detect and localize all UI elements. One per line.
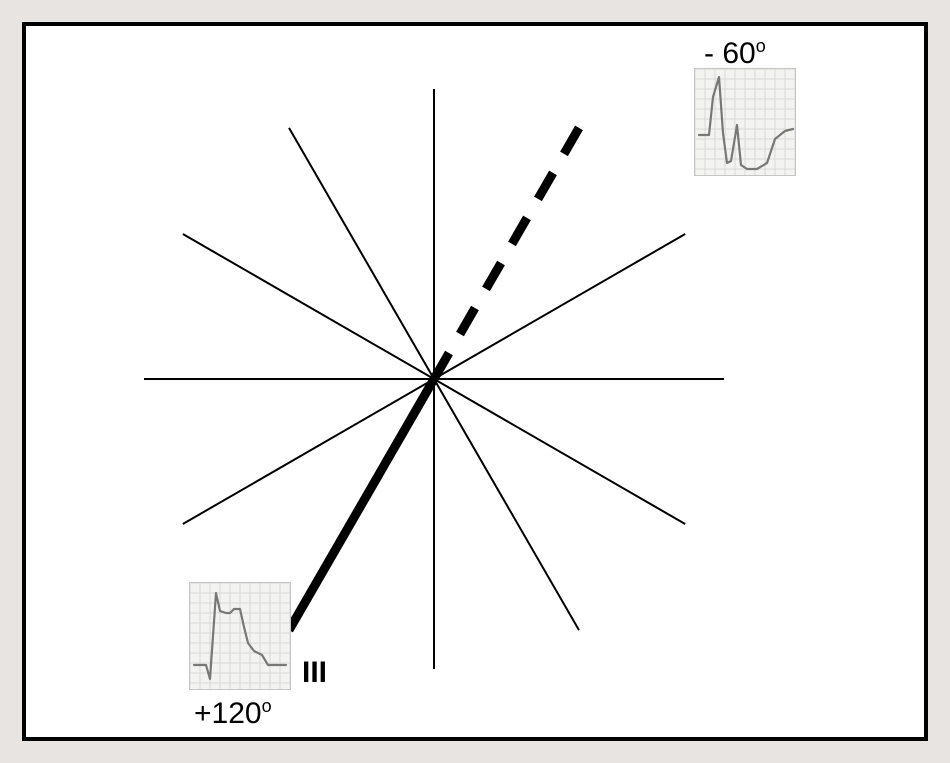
diagram-frame: - 60o III +120o [22, 22, 928, 741]
hexaxial-axes [26, 26, 932, 745]
ecg-thumbnail-neg60 [694, 68, 796, 176]
label-lead-iii: III [302, 656, 327, 690]
ecg-thumbnail-pos120 [189, 582, 291, 690]
ecg-trace-neg60 [695, 69, 795, 175]
ecg-trace-pos120 [190, 583, 290, 689]
label-pos120: +120o [194, 696, 272, 731]
label-neg60: - 60o [704, 36, 766, 71]
